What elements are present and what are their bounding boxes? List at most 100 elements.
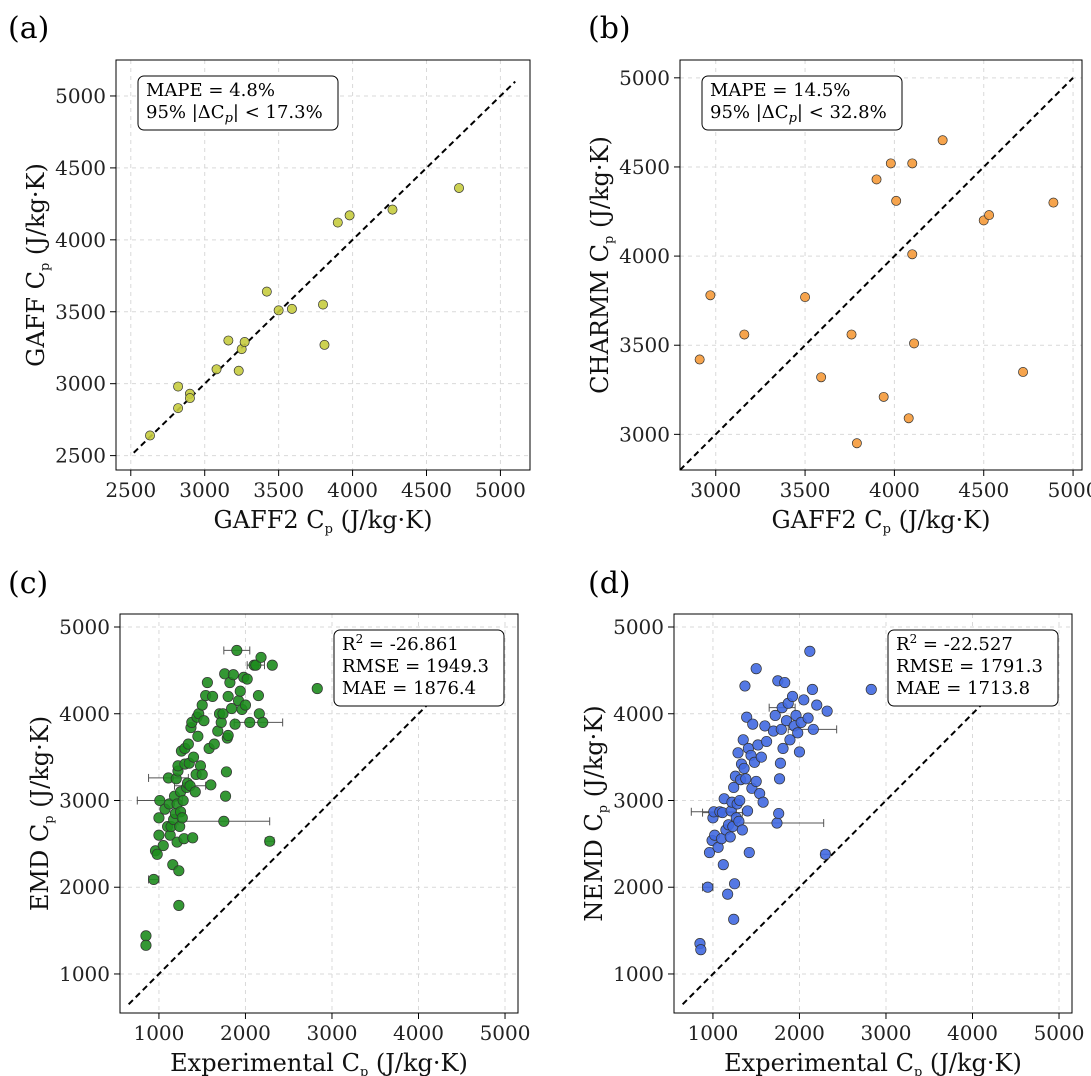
stats-box: MAPE = 14.5%95% |ΔCp| < 32.8%	[701, 75, 903, 131]
x-axis-title: Experimental Cp (J/kg·K)	[170, 1049, 468, 1076]
x-axis-title: GAFF2 Cp (J/kg·K)	[214, 506, 433, 537]
data-point	[198, 715, 210, 727]
y-tick-label: 3000	[613, 788, 664, 812]
data-point	[907, 158, 918, 169]
y-tick-label: 4500	[619, 155, 670, 179]
data-point	[702, 881, 714, 893]
data-point	[907, 249, 918, 260]
y-tick-label: 2500	[55, 444, 106, 468]
x-tick-label: 2000	[220, 1021, 271, 1045]
data-point	[728, 913, 740, 925]
data-point	[909, 338, 920, 349]
data-point	[332, 217, 343, 228]
data-point	[793, 746, 806, 758]
data-point	[257, 716, 269, 728]
data-point	[151, 848, 163, 860]
identity-line	[133, 80, 516, 454]
data-point	[201, 676, 213, 689]
y-tick-label: 4000	[59, 702, 110, 726]
data-point	[145, 430, 155, 441]
data-point	[196, 699, 208, 711]
data-point	[187, 832, 199, 844]
data-point	[1048, 197, 1059, 208]
x-tick-label: 5000	[1034, 1021, 1085, 1045]
data-point	[252, 689, 264, 702]
plot-frame	[679, 59, 1083, 471]
data-point	[217, 708, 229, 720]
data-point	[196, 768, 208, 781]
y-tick-label: 3500	[619, 333, 670, 357]
data-point	[261, 286, 272, 297]
data-point	[802, 712, 814, 724]
x-tick-label: 3500	[253, 478, 304, 502]
x-tick-label: 3000	[307, 1021, 358, 1045]
data-point	[173, 381, 184, 392]
data-point	[241, 673, 253, 685]
x-tick-label: 2000	[774, 1021, 825, 1045]
data-point	[984, 210, 995, 221]
data-point	[192, 730, 204, 742]
data-point	[807, 723, 819, 735]
data-point	[903, 413, 914, 424]
y-tick-label: 4000	[613, 702, 664, 726]
data-point	[387, 204, 398, 215]
data-point	[207, 690, 219, 702]
data-point	[728, 781, 740, 794]
stat-line: MAE = 1876.4	[342, 678, 476, 699]
data-point	[865, 683, 877, 696]
data-point	[779, 676, 791, 689]
data-point	[732, 747, 744, 759]
data-point	[705, 290, 716, 301]
data-point	[806, 683, 818, 696]
stats-box: MAPE = 4.8%95% |ΔCp| < 17.3%	[137, 75, 339, 131]
data-point	[223, 335, 234, 346]
data-point	[780, 715, 793, 727]
y-tick-label: 5000	[619, 66, 670, 90]
data-point	[736, 824, 748, 836]
data-point	[773, 807, 785, 820]
data-point	[266, 659, 278, 671]
data-point	[344, 210, 355, 221]
y-tick-label: 3500	[55, 300, 106, 324]
stat-line: R2 = -26.861	[342, 632, 459, 655]
data-point	[239, 699, 252, 711]
data-point	[173, 865, 185, 877]
data-point	[771, 817, 783, 829]
data-point	[140, 930, 152, 942]
x-tick-label: 2500	[105, 478, 156, 502]
data-point	[255, 651, 267, 663]
data-point	[821, 705, 833, 717]
data-point	[189, 786, 201, 798]
data-point	[750, 775, 762, 787]
data-point	[208, 738, 220, 750]
identity-line	[681, 682, 1004, 1006]
data-point	[250, 659, 262, 671]
stat-line: 95% |ΔCp| < 17.3%	[146, 102, 323, 126]
data-point	[244, 716, 256, 728]
data-point	[774, 757, 786, 769]
data-point	[740, 773, 752, 785]
data-point	[724, 831, 736, 843]
data-point	[187, 751, 200, 763]
data-point	[738, 762, 750, 774]
data-point	[811, 699, 823, 711]
data-point	[819, 848, 831, 860]
data-point	[769, 709, 781, 722]
panel-a: (a) 2500 3000 3500 4000 4500 5000 2500 3000 3500 4…	[8, 11, 531, 537]
x-tick-label: 1000	[133, 1021, 184, 1045]
data-point	[231, 644, 243, 656]
data-point	[311, 683, 323, 695]
data-point	[846, 329, 857, 340]
data-point	[239, 337, 250, 347]
data-point	[318, 299, 328, 310]
data-point	[851, 438, 862, 449]
x-tick-label: 3000	[690, 478, 741, 502]
panel-b: (b) 3000 3500 4000 4500 5000 3000 3500 4000 4500 5…	[586, 11, 1091, 537]
data-point	[804, 645, 816, 657]
data-point	[222, 729, 234, 741]
data-point	[891, 195, 902, 206]
data-point	[703, 846, 716, 859]
stat-line: 95% |ΔCp| < 32.8%	[710, 102, 887, 126]
